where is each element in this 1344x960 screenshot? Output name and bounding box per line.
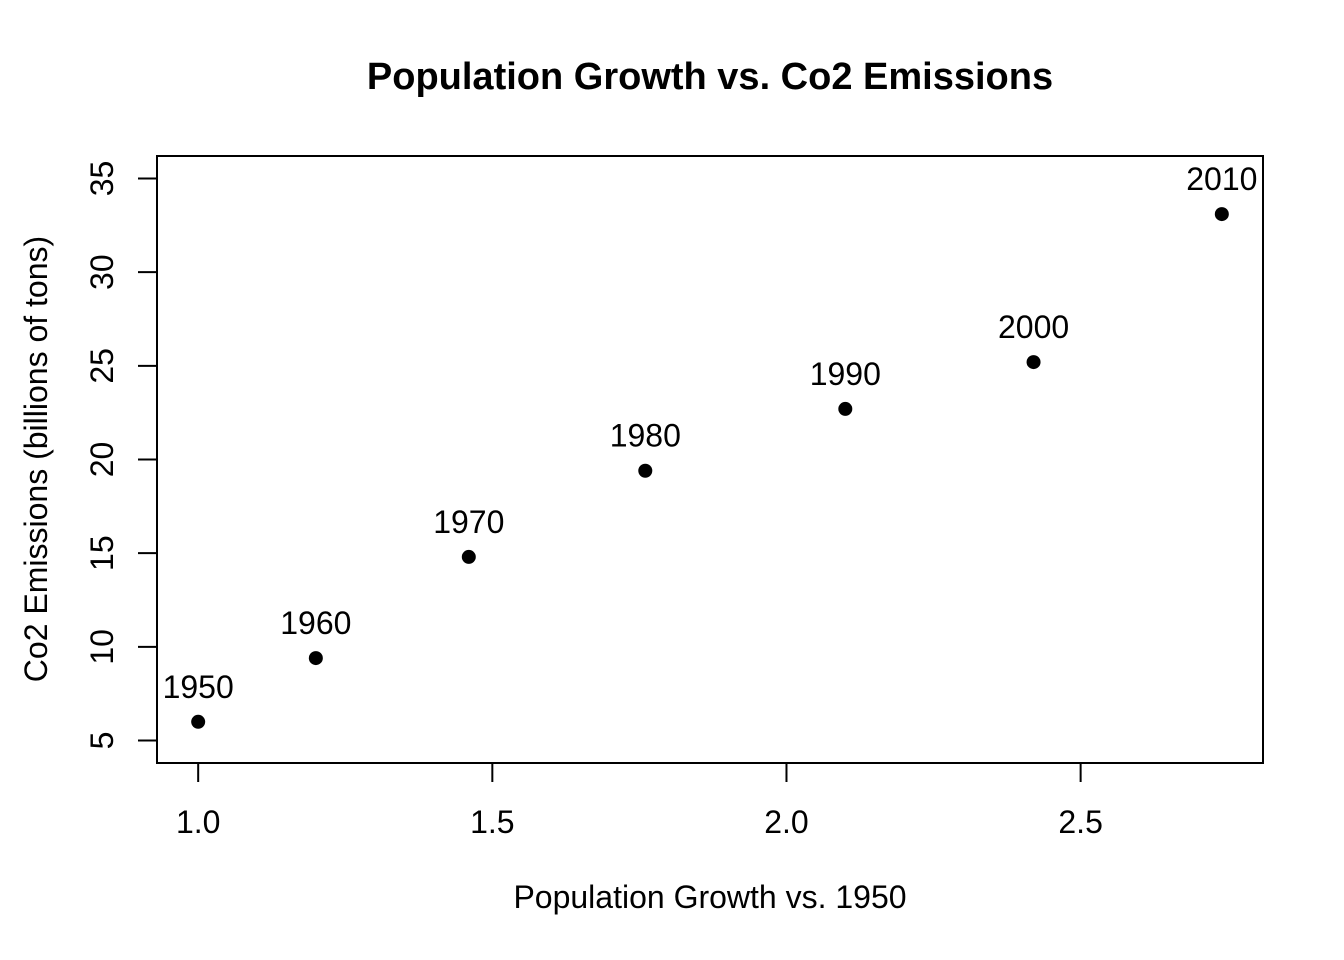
data-point-2010 [1214,207,1229,222]
y-axis-label: Co2 Emissions (billions of tons) [18,235,54,683]
x-axis-tick-label: 1.0 [176,804,220,840]
point-label-1960: 1960 [280,605,351,641]
plot-border [156,155,1264,764]
y-axis-tick-label: 5 [84,732,120,750]
y-axis-tick-label: 30 [84,254,120,290]
data-point-1980 [638,463,653,478]
x-axis-tick-label: 1.5 [470,804,514,840]
point-label-1990: 1990 [810,356,881,392]
point-label-1950: 1950 [163,669,234,705]
y-axis-tick-label: 20 [84,442,120,478]
x-axis-tick-label: 2.0 [764,804,808,840]
data-point-1970 [461,549,476,564]
x-axis-label: Population Growth vs. 1950 [513,879,907,915]
y-axis-tick-label: 15 [84,535,120,571]
data-point-1950 [191,714,206,729]
y-axis-tick-label: 25 [84,348,120,384]
data-point-1990 [838,401,853,416]
point-label-2010: 2010 [1186,161,1257,197]
y-axis-tick-label: 35 [84,161,120,197]
chart-title: Population Growth vs. Co2 Emissions [366,56,1054,98]
y-axis-tick-label: 10 [84,629,120,665]
data-point-2000 [1026,355,1041,370]
point-label-1970: 1970 [433,504,504,540]
x-axis-tick-label: 2.5 [1058,804,1102,840]
point-label-2000: 2000 [998,309,1069,345]
point-label-1980: 1980 [610,418,681,454]
data-point-1960 [308,651,323,666]
